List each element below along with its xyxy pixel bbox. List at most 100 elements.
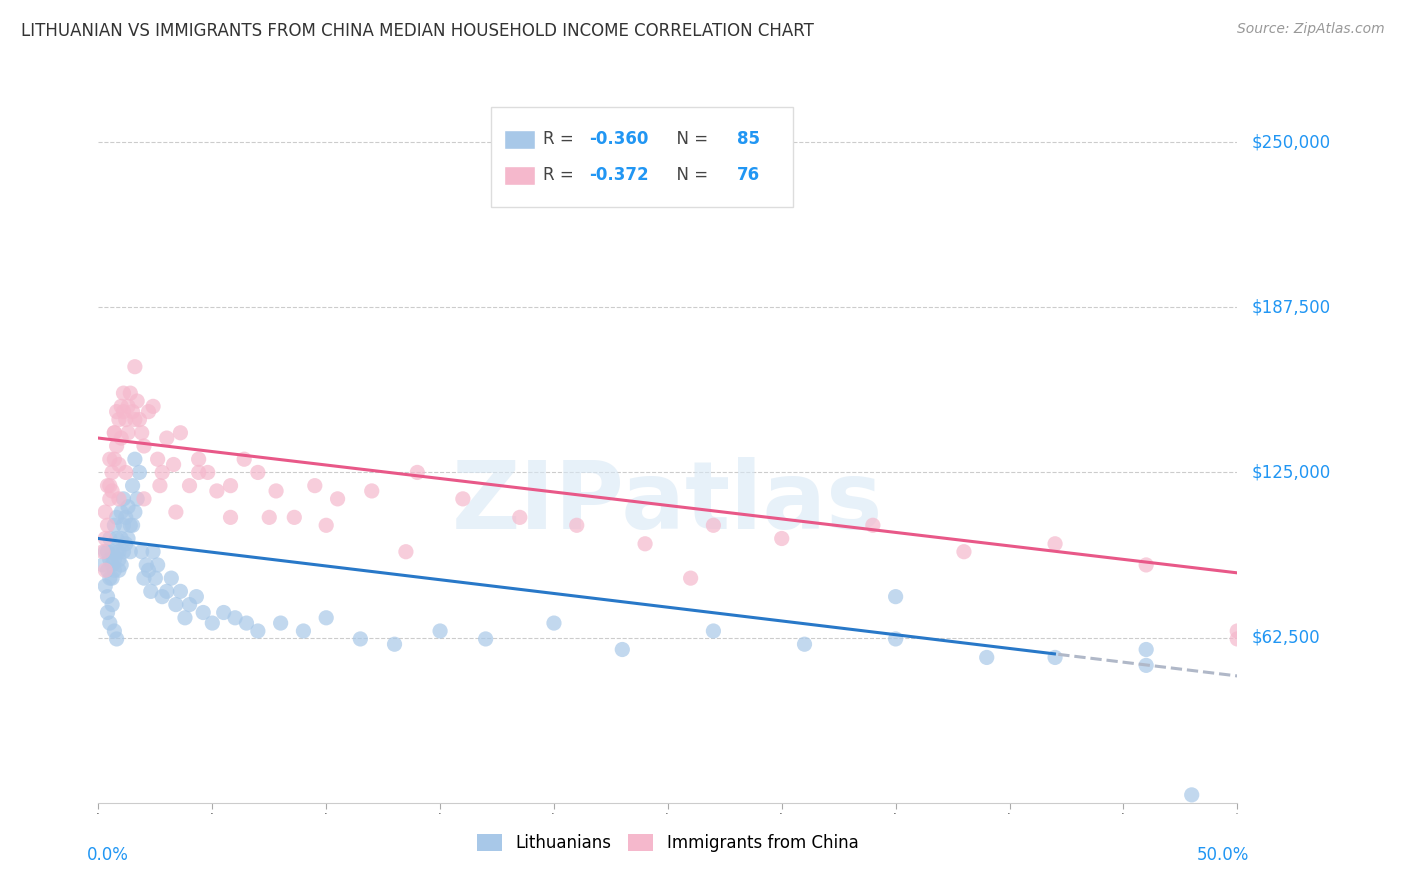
Point <box>110 400 132 414</box>
Point <box>105 632 128 646</box>
Point <box>101 545 124 559</box>
Point <box>169 584 191 599</box>
Point <box>96 545 118 559</box>
Point <box>770 532 793 546</box>
Point <box>108 412 131 426</box>
Point <box>1135 658 1157 673</box>
Point <box>165 505 187 519</box>
Point <box>103 563 125 577</box>
Point <box>108 491 131 506</box>
Point <box>1135 642 1157 657</box>
Point <box>406 466 429 480</box>
Point <box>150 590 173 604</box>
Point <box>139 584 162 599</box>
Point <box>117 532 139 546</box>
Point <box>94 532 117 546</box>
Point <box>384 637 406 651</box>
Point <box>112 491 135 506</box>
Point <box>108 458 131 472</box>
Point <box>304 478 326 492</box>
Point <box>105 439 128 453</box>
Point <box>120 518 142 533</box>
Point <box>112 386 135 401</box>
Point <box>120 545 142 559</box>
Point <box>105 510 128 524</box>
Point <box>110 431 132 445</box>
Point <box>142 400 165 414</box>
Point <box>1043 650 1066 665</box>
Point <box>174 611 197 625</box>
Point <box>179 598 201 612</box>
Point <box>360 483 382 498</box>
Point <box>160 571 183 585</box>
Point <box>953 545 976 559</box>
Point <box>132 439 155 453</box>
Point <box>103 552 125 566</box>
Text: $125,000: $125,000 <box>1251 464 1330 482</box>
Point <box>101 483 124 498</box>
Point <box>121 404 143 418</box>
Text: 85: 85 <box>737 130 759 148</box>
Point <box>246 624 269 638</box>
Point <box>146 558 169 572</box>
Point <box>179 478 201 492</box>
Point <box>565 518 588 533</box>
Point <box>145 571 167 585</box>
Point <box>156 584 179 599</box>
Point <box>219 478 242 492</box>
FancyBboxPatch shape <box>503 166 536 186</box>
Point <box>315 611 337 625</box>
Point <box>138 563 160 577</box>
Point <box>94 545 117 559</box>
Point <box>124 505 146 519</box>
Point <box>193 606 215 620</box>
Point <box>103 425 125 440</box>
Point <box>124 412 146 426</box>
Point <box>98 491 121 506</box>
Point <box>101 466 124 480</box>
Point <box>793 637 815 651</box>
Text: R =: R = <box>543 130 579 148</box>
Point <box>131 545 153 559</box>
Point <box>270 616 292 631</box>
Point <box>264 483 287 498</box>
Point <box>105 532 128 546</box>
Point <box>94 505 117 519</box>
Text: N =: N = <box>666 130 713 148</box>
Point <box>169 425 191 440</box>
Point <box>103 452 125 467</box>
Point <box>142 545 165 559</box>
Text: ZIPatlas: ZIPatlas <box>453 457 883 549</box>
Point <box>96 606 118 620</box>
Point <box>884 590 907 604</box>
Point <box>197 466 219 480</box>
Point <box>117 400 139 414</box>
Point <box>451 491 474 506</box>
Text: 50.0%: 50.0% <box>1197 846 1249 863</box>
Point <box>110 558 132 572</box>
Text: 0.0%: 0.0% <box>87 846 129 863</box>
Point <box>162 458 184 472</box>
Point <box>246 466 269 480</box>
Point <box>101 598 124 612</box>
Point <box>120 386 142 401</box>
Point <box>110 505 132 519</box>
Point <box>884 632 907 646</box>
Point <box>127 394 149 409</box>
Text: N =: N = <box>666 166 713 184</box>
Point <box>156 431 179 445</box>
Text: $62,500: $62,500 <box>1251 629 1320 647</box>
Point <box>98 571 121 585</box>
Point <box>103 624 125 638</box>
Point <box>205 483 228 498</box>
Point <box>112 404 135 418</box>
Point <box>201 616 224 631</box>
Point <box>114 537 136 551</box>
Point <box>1135 558 1157 572</box>
Point <box>634 537 657 551</box>
Point <box>165 598 187 612</box>
Point <box>96 563 118 577</box>
Point <box>98 616 121 631</box>
Point <box>132 571 155 585</box>
Point <box>702 624 724 638</box>
